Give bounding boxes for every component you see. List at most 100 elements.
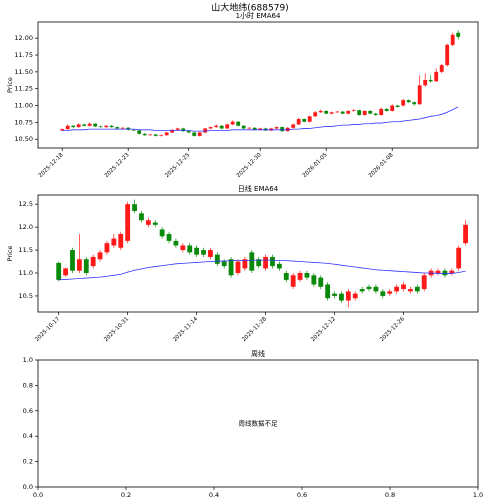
candle-body (132, 204, 137, 212)
candle-body (417, 85, 422, 105)
candle-body (181, 128, 186, 132)
x-tick-label: 0.8 (385, 491, 395, 497)
candle-body (421, 275, 427, 290)
y-tick-label: 10.5 (19, 292, 33, 300)
y-tick-label: 0.4 (23, 432, 33, 440)
x-tick-label: 2025-12-26 (379, 316, 406, 343)
candle-body (214, 254, 220, 264)
candle-body (115, 127, 120, 129)
candle-body (335, 111, 340, 113)
y-tick-label: 0.0 (23, 483, 33, 491)
x-tick-label: 2025-10-31 (103, 316, 130, 343)
x-tick-label: 2025-11-14 (172, 316, 199, 343)
candle-body (406, 100, 411, 103)
candle-body (401, 284, 406, 290)
y-tick-label: 11.75 (14, 51, 33, 59)
candle-body (170, 129, 175, 133)
axes-frame (37, 194, 479, 313)
candle-body (104, 125, 109, 128)
y-tick-label: 12.0 (19, 223, 33, 231)
candle-body (274, 127, 279, 129)
candle-body (366, 286, 372, 290)
candle-body (180, 245, 186, 251)
candle-body (175, 128, 180, 130)
y-axis-label: Price (6, 246, 14, 262)
candle-body (159, 135, 164, 136)
candle-body (345, 291, 351, 301)
candle-body (118, 234, 124, 248)
candle-body (325, 284, 331, 299)
x-tick-label: 2025-12-30 (236, 152, 263, 179)
candle-body (65, 125, 70, 130)
candle-body (373, 286, 379, 292)
x-tick-label: 2025-12-12 (310, 316, 337, 343)
candle-body (456, 247, 462, 269)
candle-body (120, 127, 125, 129)
candle-body (373, 113, 378, 115)
y-tick-label: 0.2 (23, 458, 33, 466)
candle-body (318, 110, 323, 113)
candle-body (241, 125, 246, 129)
candle-body (214, 125, 219, 128)
candle-body (104, 243, 110, 253)
ema-line (62, 106, 459, 132)
candle-body (249, 252, 255, 271)
candle-body (125, 204, 131, 241)
y-tick-label: 10.75 (14, 118, 33, 126)
candle-body (70, 250, 75, 271)
candle-body (395, 105, 400, 107)
y-tick-label: 12.5 (19, 200, 33, 208)
candle-body (324, 110, 329, 114)
candle-body (76, 259, 82, 271)
candle-body (313, 112, 318, 117)
panel-title: 日线 EMA64 (238, 184, 279, 193)
candle-body (368, 110, 373, 114)
candle-body (164, 132, 169, 136)
candle-body (357, 110, 362, 115)
candle-body (76, 124, 81, 128)
candle-body (379, 108, 384, 115)
candle-body (236, 121, 241, 126)
x-tick-label: 2025-11-28 (241, 316, 268, 343)
candle-body (197, 132, 202, 136)
x-tick-label: 0.6 (297, 491, 307, 497)
candle-body (258, 128, 263, 130)
x-tick-label: 0.0 (33, 491, 43, 497)
candle-body (221, 261, 227, 267)
candle-body (270, 256, 275, 267)
candle-body (56, 262, 62, 280)
candle-body (307, 116, 312, 122)
candle-body (302, 119, 307, 122)
candle-body (109, 125, 114, 128)
candle-body (228, 259, 234, 276)
candle-body (352, 293, 358, 299)
candle-body (148, 134, 153, 136)
candle-body (384, 108, 389, 111)
axes-frame (37, 21, 479, 149)
candle-body (380, 291, 386, 296)
y-tick-label: 11.50 (14, 68, 33, 76)
candle-body (145, 220, 151, 225)
candle-body (152, 222, 158, 225)
candle-body (252, 127, 257, 130)
x-tick-label: 2025-12-23 (104, 152, 131, 179)
candle-body (394, 286, 400, 292)
candle-body (153, 134, 158, 136)
y-tick-label: 0.8 (23, 381, 33, 389)
candle-body (463, 224, 468, 244)
candle-body (290, 275, 296, 287)
candle-body (142, 133, 147, 136)
candle-body (412, 102, 417, 105)
candle-body (263, 256, 268, 269)
figure-title: 山大地纬(688579) (211, 2, 288, 14)
candle-body (71, 125, 76, 128)
candle-body (351, 110, 356, 111)
candle-body (276, 263, 282, 269)
candle-body (208, 127, 213, 129)
candle-body (329, 112, 334, 114)
y-tick-label: 11.00 (14, 102, 33, 110)
candle-body (408, 289, 413, 292)
axes-frame (37, 359, 479, 488)
